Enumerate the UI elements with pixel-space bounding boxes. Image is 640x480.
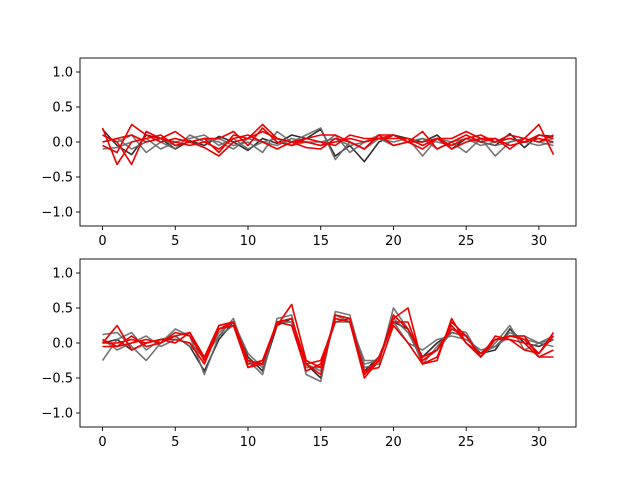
y-tick-label: −0.5: [41, 171, 73, 186]
top-axes: 0 5 10 15 20 25 30 −1.0 −0.5 0.0 0.5 1.0: [41, 57, 577, 249]
y-tick-label: −1.0: [41, 206, 73, 221]
x-tick-label: 15: [312, 234, 329, 249]
x-tick-label: 0: [98, 234, 106, 249]
x-tick-label: 5: [171, 234, 179, 249]
x-tick-label: 20: [385, 435, 402, 450]
y-tick-label: −0.5: [41, 372, 73, 387]
y-tick-label: 0.5: [52, 101, 73, 116]
x-tick-label: 0: [98, 435, 106, 450]
series-line-7: [102, 130, 554, 157]
x-tick-label: 5: [171, 435, 179, 450]
y-tick-label: −1.0: [41, 407, 73, 422]
series-line-7: [102, 317, 554, 376]
series-group: [101, 123, 555, 166]
y-tick-label: 1.0: [52, 66, 73, 81]
x-tick-label: 30: [531, 234, 548, 249]
bottom-axes: 0 5 10 15 20 25 30 −1.0 −0.5 0.0 0.5 1.0: [41, 258, 577, 450]
x-tick-label: 25: [458, 234, 475, 249]
x-tick-label: 25: [458, 435, 475, 450]
y-tick-label: 0.0: [52, 136, 73, 151]
x-tick-label: 15: [312, 435, 329, 450]
x-tick-label: 10: [240, 234, 257, 249]
x-tick-label: 20: [385, 234, 402, 249]
x-tick-label: 10: [240, 435, 257, 450]
y-tick-label: 1.0: [52, 267, 73, 282]
y-tick-label: 0.0: [52, 337, 73, 352]
series-group: [101, 303, 555, 383]
series-line-4: [101, 123, 555, 166]
x-tick-label: 30: [531, 435, 548, 450]
y-tick-label: 0.5: [52, 302, 73, 317]
